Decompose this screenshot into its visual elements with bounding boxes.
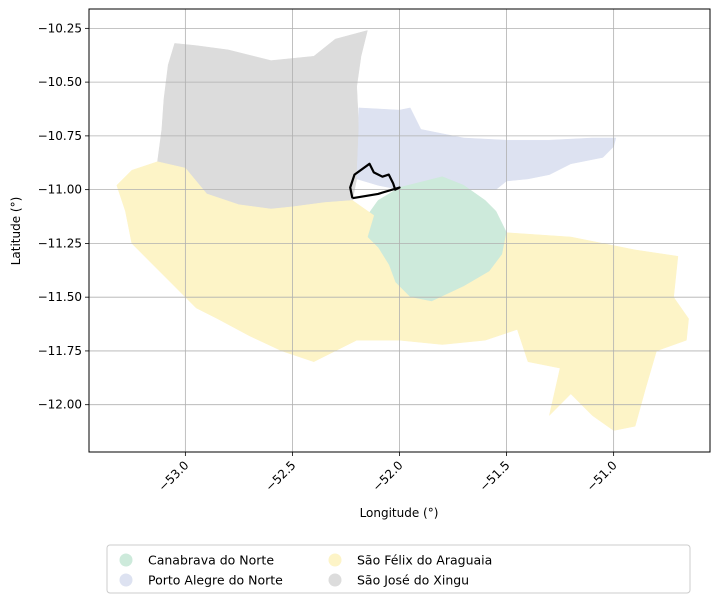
x-tick-label-4: −51.0 [584,458,620,494]
y-tick-label-6: −11.75 [38,344,82,358]
y-axis-label: Latitude (°) [9,197,23,266]
regions-layer [116,30,689,431]
x-tick-label-0: −53.0 [156,458,192,494]
legend-label-porto-alegre-do-norte: Porto Alegre do Norte [148,573,283,588]
legend-label-sao-jose-do-xingu: São José do Xingu [357,573,469,588]
y-tick-label-5: −11.50 [38,290,82,304]
legend-entries: Canabrava do Norte Porto Alegre do Norte S… [119,553,492,588]
y-tick-label-0: −10.25 [38,21,82,35]
legend-marker-sao-felix-do-araguaia [328,553,342,567]
legend: Canabrava do Norte Porto Alegre do Norte S… [106,544,691,594]
x-axis-label: Longitude (°) [360,506,439,520]
x-tick-label-1: −52.5 [263,458,299,494]
x-tick-label-3: −51.5 [477,458,513,494]
y-tick-label-3: −11.00 [38,183,82,197]
legend-label-canabrava-do-norte: Canabrava do Norte [148,553,274,568]
grid-layer [89,9,710,452]
x-axis-ticks: −53.0 −52.5 −52.0 −51.5 −51.0 [156,452,620,494]
x-tick-label-2: −52.0 [370,458,406,494]
y-tick-label-1: −10.50 [38,75,82,89]
highlight-outline [349,162,401,200]
legend-box [106,544,691,594]
y-tick-label-4: −11.25 [38,236,82,250]
y-tick-label-7: −12.00 [38,398,82,412]
outline-layer [349,162,401,200]
legend-marker-canabrava-do-norte [119,553,133,567]
legend-label-sao-felix-do-araguaia: São Félix do Araguaia [357,553,492,568]
legend-marker-porto-alegre-do-norte [119,573,133,587]
legend-marker-sao-jose-do-xingu [328,573,342,587]
y-tick-label-2: −10.75 [38,129,82,143]
y-axis-ticks: −10.25 −10.50 −10.75 −11.00 −11.25 −11.50 −11.… [38,21,89,412]
